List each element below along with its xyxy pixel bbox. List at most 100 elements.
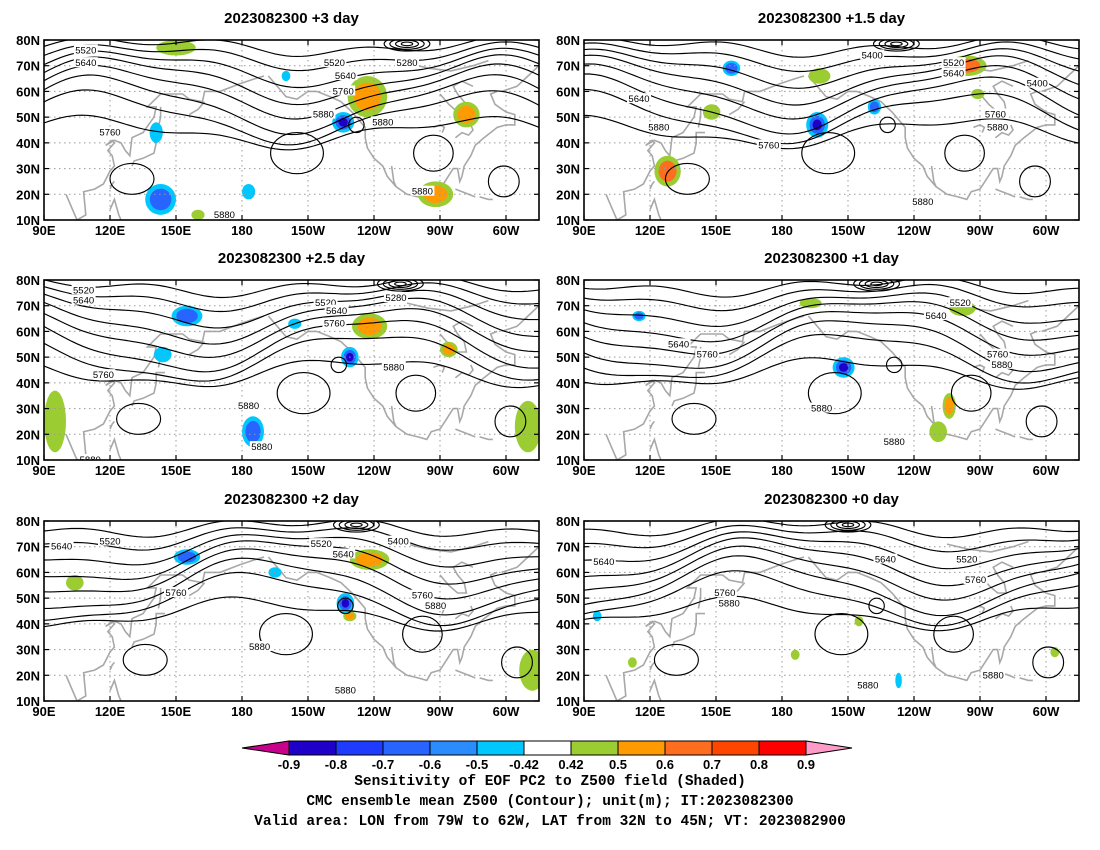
positive-shade bbox=[66, 575, 84, 591]
colorbar-segment bbox=[523, 740, 572, 756]
x-tick-label: 90W bbox=[967, 704, 994, 719]
negative-shade-mid bbox=[149, 188, 172, 211]
y-tick-label: 10N bbox=[556, 453, 580, 468]
coastline bbox=[994, 124, 1014, 139]
z500-contour bbox=[584, 545, 1079, 601]
contour-label-bg bbox=[384, 292, 408, 302]
contour-label-bg bbox=[98, 535, 122, 546]
colorbar-tick-label: 0.5 bbox=[609, 757, 627, 770]
y-tick-label: 30N bbox=[16, 643, 40, 658]
x-tick-label: 180 bbox=[231, 463, 253, 478]
y-tick-label: 30N bbox=[556, 162, 580, 177]
contour-label-bg bbox=[860, 49, 885, 60]
contour-label-bg bbox=[981, 669, 1006, 680]
x-tick-label: 180 bbox=[771, 704, 793, 719]
z500-contour bbox=[44, 571, 539, 627]
coastline bbox=[65, 556, 265, 701]
contour-label-bg bbox=[212, 208, 237, 219]
z500-contour bbox=[44, 114, 539, 151]
contour-label-bg bbox=[73, 44, 98, 55]
y-tick-label: 50N bbox=[16, 591, 40, 606]
contour-label-bg bbox=[985, 348, 1010, 359]
z500-contour bbox=[584, 63, 1079, 120]
y-tick-label: 60N bbox=[16, 565, 40, 580]
y-tick-label: 80N bbox=[556, 33, 580, 48]
plot-frame bbox=[583, 520, 1080, 702]
positive-shade bbox=[790, 649, 800, 660]
contour-label-bg bbox=[164, 587, 188, 597]
y-tick-label: 50N bbox=[16, 350, 40, 365]
z500-contour bbox=[44, 282, 539, 313]
y-tick-label: 10N bbox=[556, 694, 580, 709]
contour-label-bg bbox=[855, 679, 880, 690]
positive-shade bbox=[628, 657, 637, 668]
contour-label: 5760 bbox=[985, 110, 1006, 121]
y-tick-label: 80N bbox=[16, 514, 40, 529]
z500-contour bbox=[44, 54, 539, 106]
z500-contour-closed bbox=[501, 646, 533, 679]
panel-title: 2023082300 +1 day bbox=[764, 250, 899, 267]
coastline bbox=[479, 196, 493, 201]
coastline bbox=[455, 669, 476, 679]
y-tick-label: 20N bbox=[16, 187, 40, 202]
contour-label: 5520 bbox=[75, 45, 96, 56]
x-tick-label: 120W bbox=[897, 704, 932, 719]
z500-contour bbox=[44, 557, 539, 616]
coastline bbox=[267, 315, 516, 441]
plot-frame bbox=[43, 279, 540, 461]
z500-contour-closed bbox=[653, 643, 699, 676]
coastline bbox=[1041, 65, 1079, 93]
contour-label-bg bbox=[247, 641, 272, 651]
panel-1: 2023082300 +3 day 5520 5640 5520 5280 5640 576… bbox=[16, 10, 540, 238]
coastline bbox=[728, 341, 746, 356]
coastline bbox=[455, 188, 476, 198]
panel-title: 2023082300 +2.5 day bbox=[218, 250, 366, 267]
colorbar-segment bbox=[617, 740, 666, 756]
footer-line-2: CMC ensemble mean Z500 (Contour); unit(m… bbox=[306, 794, 794, 810]
footer-line-1: Sensitivity of EOF PC2 to Z500 field (Sh… bbox=[354, 774, 746, 790]
z500-contour bbox=[44, 89, 539, 146]
contour-label-bg bbox=[322, 57, 347, 68]
colorbar-segment bbox=[335, 740, 384, 756]
z500-contour bbox=[44, 596, 539, 632]
x-tick-label: 180 bbox=[771, 463, 793, 478]
x-tick-label: 180 bbox=[771, 223, 793, 238]
contour-label-bg bbox=[712, 587, 737, 597]
z500-contour-vortex bbox=[382, 280, 419, 290]
contour-label: 5760 bbox=[697, 350, 718, 361]
positive-shade-core bbox=[353, 82, 381, 111]
contour-label-bg bbox=[313, 297, 338, 308]
y-tick-label: 30N bbox=[16, 402, 40, 417]
z500-contour-closed bbox=[395, 374, 437, 412]
z500-contour bbox=[584, 301, 1079, 343]
coastline bbox=[807, 315, 1056, 441]
y-tick-label: 20N bbox=[16, 668, 40, 683]
z500-contour-closed bbox=[348, 116, 365, 134]
contour-label: 5640 bbox=[335, 71, 356, 82]
contour-label-bg bbox=[990, 358, 1014, 369]
panel-2: 2023082300 +1.5 day540055205640540056405… bbox=[556, 10, 1080, 238]
contour-label-bg bbox=[809, 402, 834, 413]
coastline bbox=[807, 75, 1056, 201]
panel-title: 2023082300 +1.5 day bbox=[758, 10, 906, 27]
y-tick-label: 80N bbox=[16, 273, 40, 288]
z500-contour bbox=[584, 88, 1079, 145]
contour-label: 5640 bbox=[668, 339, 689, 350]
contour-label-bg bbox=[71, 284, 96, 295]
z500-contour-closed bbox=[122, 643, 168, 676]
contour-label-bg bbox=[395, 57, 419, 68]
z500-contour-closed bbox=[664, 162, 710, 195]
contour-label: 5520 bbox=[956, 555, 977, 566]
y-tick-label: 80N bbox=[556, 514, 580, 529]
z500-contour bbox=[44, 289, 539, 329]
y-tick-label: 30N bbox=[556, 643, 580, 658]
panel-title: 2023082300 +2 day bbox=[224, 491, 359, 508]
coastline bbox=[479, 677, 493, 682]
coastline bbox=[649, 437, 662, 460]
contour-label: 5880 bbox=[238, 401, 259, 412]
x-tick-label: 120E bbox=[635, 704, 666, 719]
colorbar-high-triangle bbox=[805, 740, 853, 756]
coastline bbox=[65, 315, 265, 460]
